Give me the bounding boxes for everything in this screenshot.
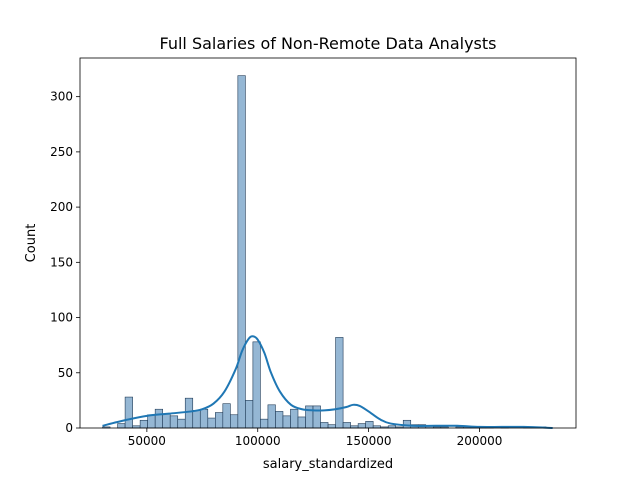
histogram-bar: [402, 419, 412, 429]
histogram-bar: [147, 414, 156, 429]
histogram-bar: [342, 422, 351, 429]
histogram-bar: [282, 415, 291, 429]
histogram-bar: [124, 396, 133, 429]
y-axis-ticks: 0 50 100 150 200 250 300: [50, 90, 80, 435]
histogram-bar: [215, 412, 224, 429]
histogram-bar: [184, 397, 194, 429]
histogram-bar: [169, 415, 179, 429]
kde-curve: [102, 335, 553, 429]
histogram-bar: [275, 411, 284, 429]
histogram-bar: [139, 419, 148, 429]
y-tick-label: 50: [58, 366, 73, 380]
histogram-bar: [297, 416, 306, 429]
histogram-bar: [222, 403, 231, 429]
histogram-bar: [290, 408, 299, 429]
histogram-bar: [199, 408, 209, 429]
y-axis-label: Count: [24, 224, 39, 263]
x-tick-label: 150000: [346, 434, 392, 448]
y-tick-label: 100: [50, 311, 73, 325]
y-tick-label: 200: [50, 200, 73, 214]
x-tick-label: 50000: [128, 434, 166, 448]
histogram-bar: [245, 400, 254, 429]
histogram-bar: [327, 424, 336, 429]
y-tick-label: 300: [50, 90, 73, 104]
histogram-bar: [230, 414, 239, 429]
histogram-bar: [207, 417, 216, 429]
histogram-bar: [365, 421, 374, 429]
x-tick-label: 200000: [457, 434, 503, 448]
histogram-bar: [192, 410, 201, 429]
histogram-bar: [237, 75, 246, 429]
y-tick-label: 150: [50, 255, 73, 269]
histogram-bar: [117, 423, 126, 429]
histogram-bar: [312, 405, 321, 429]
histogram-bar: [177, 418, 186, 429]
histogram-bar: [320, 422, 329, 429]
histogram-bar: [267, 404, 276, 429]
plot-frame: [79, 57, 577, 429]
x-axis-ticks: 50000 100000 150000 200000: [128, 428, 503, 448]
x-axis-label: salary_standardized: [263, 457, 393, 472]
histogram-bar: [154, 408, 163, 429]
histogram-bar: [252, 341, 261, 429]
histogram-bar: [357, 423, 366, 429]
chart-title: Full Salaries of Non-Remote Data Analyst…: [160, 34, 497, 53]
x-tick-label: 100000: [235, 434, 281, 448]
y-tick-label: 250: [50, 145, 73, 159]
y-tick-label: 0: [65, 421, 73, 435]
kde-line: [102, 335, 553, 429]
histogram-bar: [162, 413, 171, 429]
histogram-bar: [260, 418, 269, 429]
histogram-bar: [335, 337, 344, 429]
